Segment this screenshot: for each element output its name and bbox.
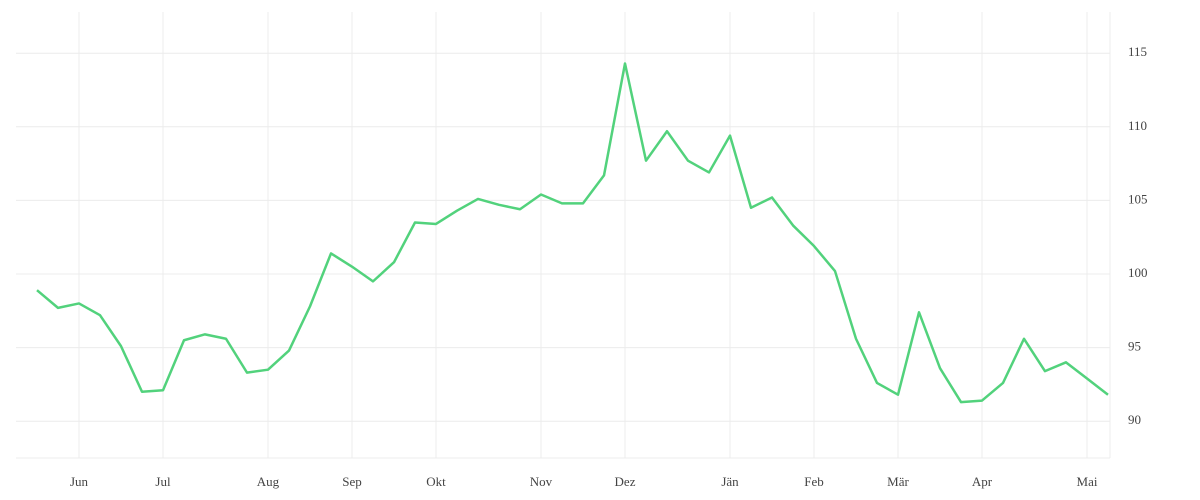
x-tick-label: Nov: [530, 474, 553, 489]
data-line: [36, 62, 1109, 404]
x-tick-label: Dez: [615, 474, 636, 489]
x-tick-label: Jul: [155, 474, 171, 489]
y-tick-label: 115: [1128, 44, 1147, 59]
x-tick-label: Apr: [972, 474, 993, 489]
y-tick-label: 90: [1128, 412, 1141, 427]
y-tick-label: 100: [1128, 265, 1148, 280]
y-tick-label: 105: [1128, 191, 1148, 206]
x-tick-label: Feb: [804, 474, 824, 489]
x-tick-label: Mai: [1077, 474, 1098, 489]
x-tick-label: Okt: [426, 474, 446, 489]
x-tick-label: Jun: [70, 474, 89, 489]
x-tick-label: Jän: [721, 474, 739, 489]
y-tick-label: 110: [1128, 118, 1147, 133]
y-tick-label: 95: [1128, 339, 1141, 354]
x-tick-label: Aug: [257, 474, 280, 489]
x-tick-label: Mär: [887, 474, 909, 489]
x-tick-label: Sep: [342, 474, 362, 489]
